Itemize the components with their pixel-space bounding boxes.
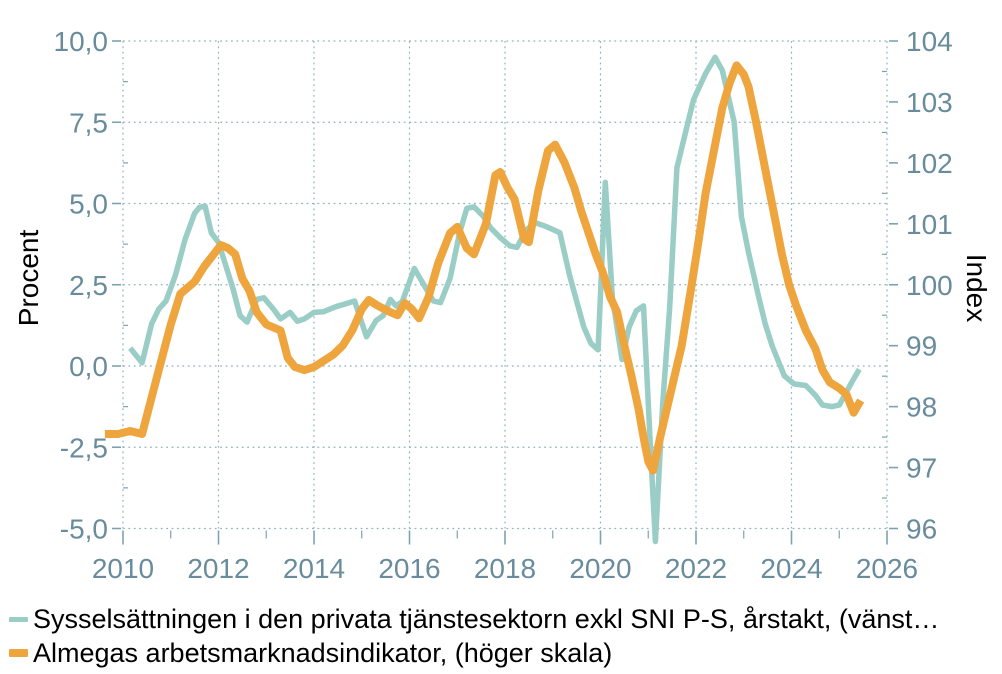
x-axis-tick-label: 2018 [474,553,536,584]
x-axis-tick-label: 2024 [760,553,822,584]
right-axis-title: Index [961,253,992,323]
y-left-tick-label: 7,5 [69,107,108,138]
employment-line-swatch [9,616,28,622]
y-right-tick-label: 99 [906,331,937,362]
legend-item-indicator: Almegas arbetsmarknadsindikator, (höger … [9,636,939,670]
left-axis-title: Procent [13,229,44,327]
y-right-tick-label: 101 [906,209,953,240]
y-left-tick-label: 0,0 [69,351,108,382]
y-left-tick-label: -5,0 [60,514,108,545]
y-right-tick-label: 102 [906,148,953,179]
y-right-tick-label: 96 [906,514,937,545]
x-axis-tick-label: 2014 [283,553,345,584]
y-right-tick-label: 104 [906,26,953,57]
x-axis-tick-label: 2022 [665,553,727,584]
y-left-tick-label: 5,0 [69,189,108,220]
legend-label-employment: Sysselsättningen i den privata tjänstese… [33,603,940,634]
y-left-tick-label: -2,5 [60,432,108,463]
y-left-tick-label: 2,5 [69,270,108,301]
legend-item-employment: Sysselsättningen i den privata tjänstese… [9,602,939,636]
legend-label-indicator: Almegas arbetsmarknadsindikator, (höger … [33,637,613,668]
y-right-tick-label: 97 [906,453,937,484]
employment-line [128,54,862,545]
indicator-line [104,61,865,475]
legend: Sysselsättningen i den privata tjänstese… [9,602,939,670]
y-right-tick-label: 103 [906,87,953,118]
y-left-tick-label: 10,0 [54,26,109,57]
x-axis-tick-label: 2026 [856,553,918,584]
line-chart: 10,0 7,5 5,0 2,5 0,0 -2,5 -5,0 104 103 102 101 100 9… [54,26,953,584]
indicator-line-swatch [9,649,28,657]
x-axis-tick-label: 2016 [378,553,440,584]
x-axis-tick-label: 2020 [569,553,631,584]
y-right-tick-label: 100 [906,270,953,301]
x-axis-tick-label: 2010 [92,553,154,584]
x-axis-tick-label: 2012 [187,553,249,584]
y-right-tick-label: 98 [906,392,937,423]
